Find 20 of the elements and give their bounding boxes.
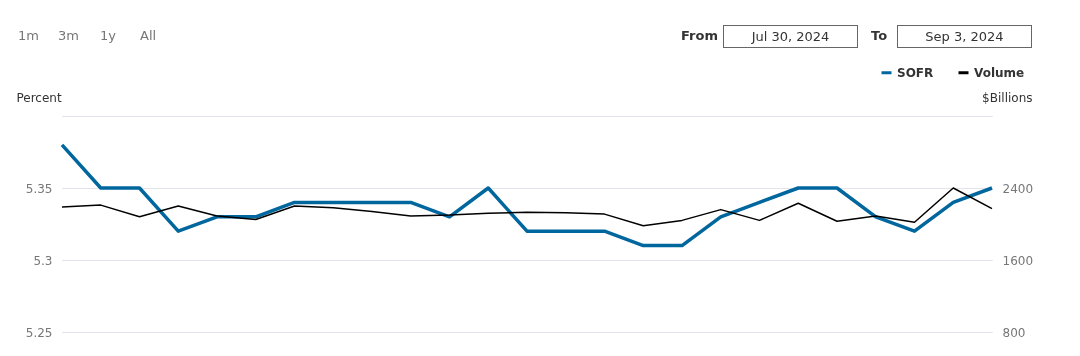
y-tick-label: 5.35 xyxy=(25,181,53,196)
text: 1m xyxy=(18,28,39,43)
date-field: Jul 30, 2024 xyxy=(723,25,858,48)
text: 1y xyxy=(100,28,116,43)
y2-axis-title: $Billions xyxy=(982,90,1033,105)
text: To xyxy=(871,28,888,43)
legend-label: Volume xyxy=(974,65,1025,80)
y2-tick-label: 1600 xyxy=(1002,253,1034,268)
y-tick-label: 5.3 xyxy=(33,253,53,268)
legend-label: SOFR xyxy=(897,65,934,80)
y-axis-title: Percent xyxy=(16,90,62,105)
y2-tick-label: 800 xyxy=(1002,325,1026,340)
text: All xyxy=(140,28,157,43)
line-series xyxy=(60,143,994,248)
text: From xyxy=(681,28,718,43)
y-tick-label: 5.25 xyxy=(25,325,53,340)
y2-tick-label: 2400 xyxy=(1002,181,1034,196)
line-series xyxy=(61,187,993,227)
date-field: Sep 3, 2024 xyxy=(897,25,1032,48)
text: 3m xyxy=(58,28,79,43)
